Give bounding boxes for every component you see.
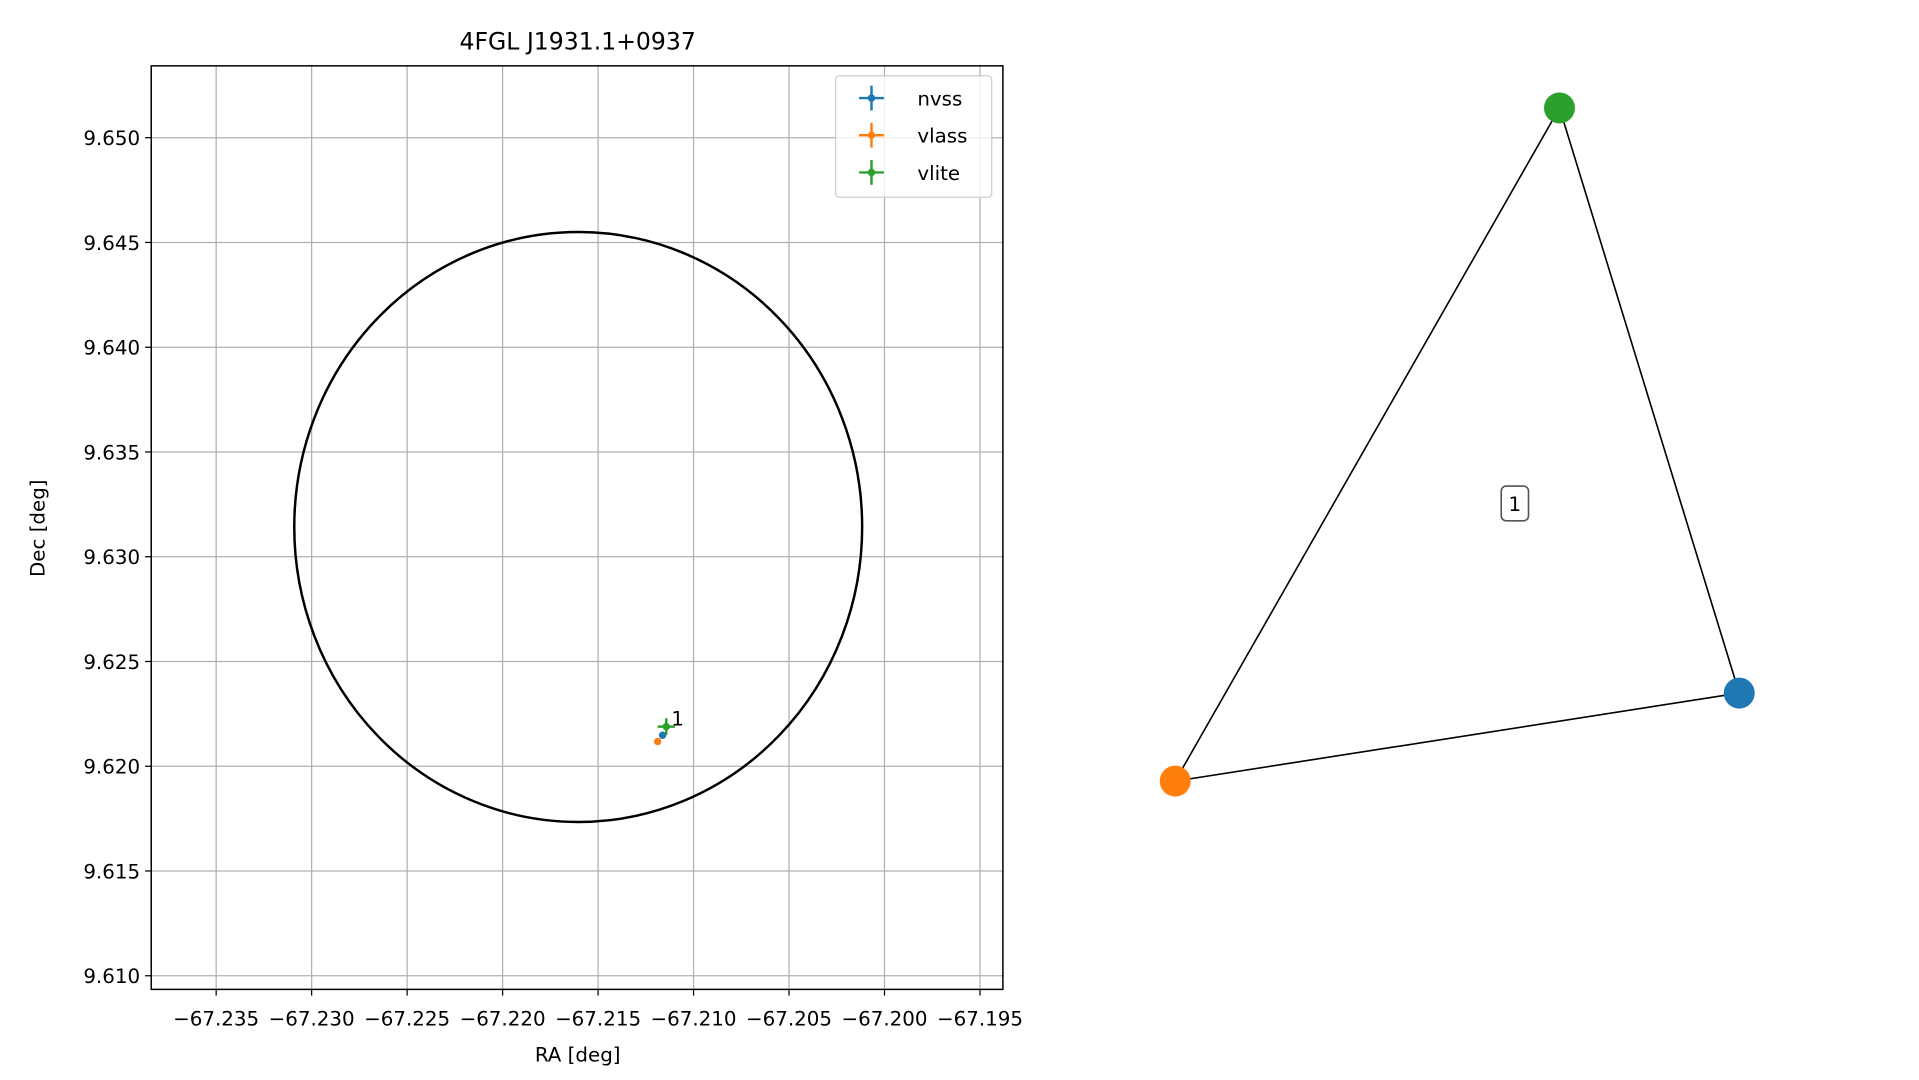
graph-edge [1174,107,1561,782]
x-tick-label: −67.225 [364,1007,450,1030]
graph-edge [1175,692,1740,782]
y-tick-label: 9.610 [83,965,140,988]
y-axis-label: Dec [deg] [27,479,50,577]
x-tick-label: −67.210 [651,1007,737,1030]
y-tick-label: 9.620 [83,756,140,779]
x-tick-label: −67.195 [937,1007,1023,1030]
point [653,737,662,746]
annotation: 1 [671,707,684,730]
graph-label: 1 [1509,493,1522,516]
graph-node [1159,765,1191,797]
x-axis-label: RA [deg] [535,1043,621,1066]
y-tick-label: 9.650 [83,127,140,150]
legend-marker [867,168,876,177]
legend: nvss vlass vlite [834,75,993,198]
legend-marker [867,131,876,139]
y-tick-label: 9.615 [83,860,140,883]
y-tick-label: 9.625 [83,651,140,674]
y-tick-label: 9.635 [83,441,140,464]
legend-box [834,75,993,198]
graph-edge [1558,107,1741,694]
y-tick-label: 9.640 [83,337,140,360]
chart-title: 4FGL J1931.1+0937 [459,28,695,56]
graph-node [1723,677,1755,709]
legend-marker [867,94,876,102]
error-ellipse [293,230,864,824]
x-tick-label: −67.235 [173,1007,259,1030]
legend-label: vlass [917,125,967,148]
y-tick-label: 9.645 [83,232,140,255]
y-tick-label: 9.630 [83,546,140,569]
plot-frame [150,65,1004,991]
x-tick-label: −67.220 [460,1007,546,1030]
legend-label: nvss [917,87,962,110]
point [662,722,670,731]
label-box [1500,485,1530,522]
point [658,731,667,739]
x-tick-label: −67.215 [555,1007,641,1030]
x-tick-label: −67.230 [269,1007,355,1030]
legend-label: vlite [917,162,960,185]
x-tick-label: −67.200 [841,1007,927,1030]
graph-node [1544,92,1575,124]
x-tick-label: −67.205 [746,1007,832,1030]
